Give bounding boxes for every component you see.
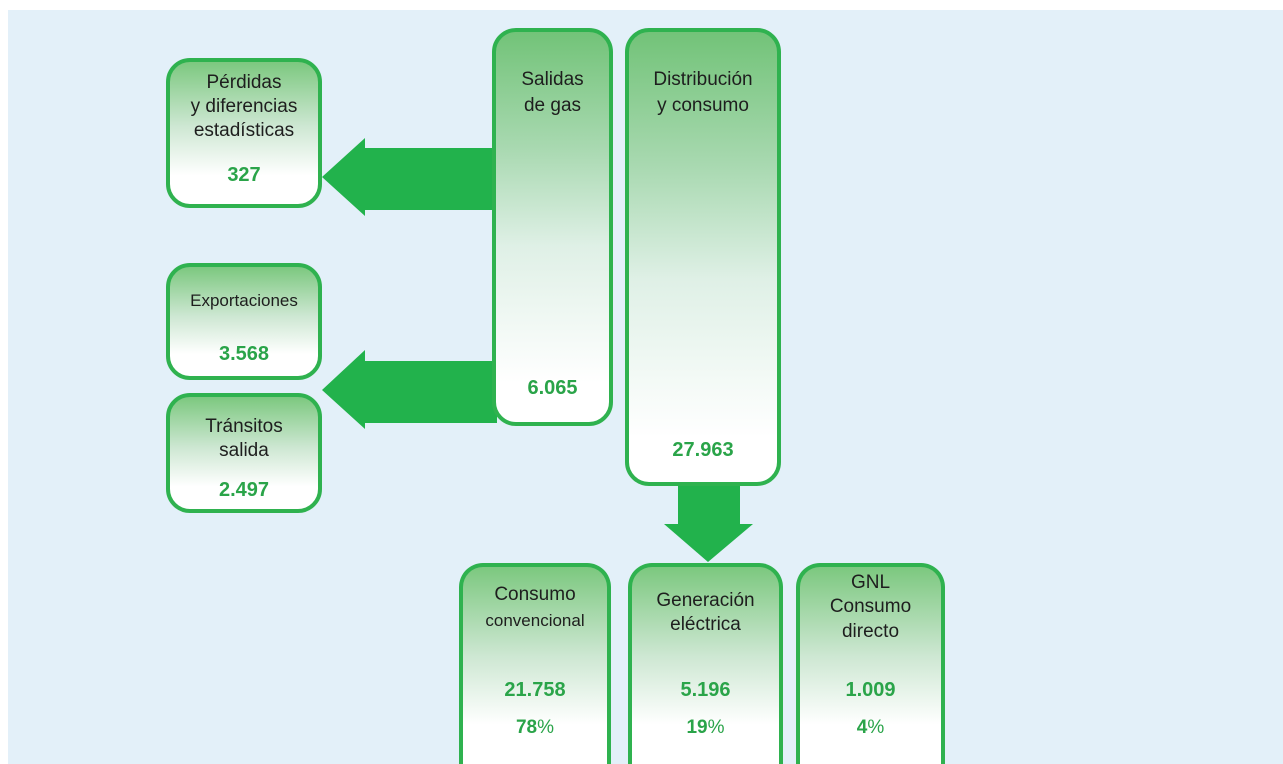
node-salidas: Salidas de gas 6.065 — [492, 28, 613, 426]
exportaciones-value: 3.568 — [218, 343, 270, 365]
convencional-label-1: Consumo — [494, 584, 576, 605]
gnl-value: 1.009 — [845, 679, 896, 701]
perdidas-label-1: Pérdidas — [206, 72, 282, 93]
generacion-percent-number: 19 — [686, 717, 708, 738]
generacion-label-2: eléctrica — [670, 614, 741, 635]
convencional-value: 21.758 — [504, 679, 566, 701]
transitos-label-1: Tránsitos — [205, 416, 283, 437]
arrow-to-exportaciones-transitos — [322, 350, 497, 429]
arrow-to-consumo — [664, 484, 753, 562]
gnl-percent: 4% — [800, 717, 941, 739]
node-generacion: Generación eléctrica 5.196 19% — [628, 563, 783, 764]
gnl-percent-sign: % — [867, 717, 885, 738]
convencional-percent-sign: % — [537, 717, 555, 738]
distribucion-label-2: y consumo — [657, 95, 749, 116]
arrow-to-perdidas — [322, 138, 497, 216]
convencional-label-2: convencional — [485, 611, 585, 630]
perdidas-value: 327 — [227, 164, 261, 186]
node-gnl: GNL Consumo directo 1.009 4% — [796, 563, 945, 764]
distribucion-label-1: Distribución — [653, 69, 753, 90]
gnl-percent-number: 4 — [856, 717, 868, 738]
exportaciones-label: Exportaciones — [190, 291, 298, 310]
generacion-label-1: Generación — [656, 590, 755, 611]
salidas-label-2: de gas — [523, 95, 582, 116]
node-distribucion: Distribución y consumo 27.963 — [625, 28, 781, 486]
node-exportaciones: Exportaciones 3.568 — [166, 263, 322, 380]
gnl-label-1: GNL — [850, 572, 891, 593]
distribucion-value: 27.963 — [672, 439, 734, 461]
node-transitos: Tránsitos salida 2.497 — [166, 393, 322, 513]
generacion-percent-sign: % — [707, 717, 725, 738]
salidas-label-1: Salidas — [521, 69, 584, 90]
node-perdidas: Pérdidas y diferencias estadísticas 327 — [166, 58, 322, 208]
salidas-value: 6.065 — [527, 377, 578, 399]
transitos-label-2: salida — [219, 440, 269, 461]
perdidas-label-2: y diferencias — [190, 96, 298, 117]
perdidas-label-3: estadísticas — [193, 120, 295, 141]
transitos-value: 2.497 — [218, 479, 270, 501]
generacion-percent: 19% — [632, 717, 779, 739]
gnl-label-2: Consumo — [829, 596, 912, 617]
node-convencional: Consumo convencional 21.758 78% — [459, 563, 611, 764]
convencional-percent-number: 78 — [515, 717, 538, 738]
gnl-label-3: directo — [841, 621, 900, 642]
generacion-value: 5.196 — [680, 679, 731, 701]
convencional-percent: 78% — [463, 717, 607, 739]
